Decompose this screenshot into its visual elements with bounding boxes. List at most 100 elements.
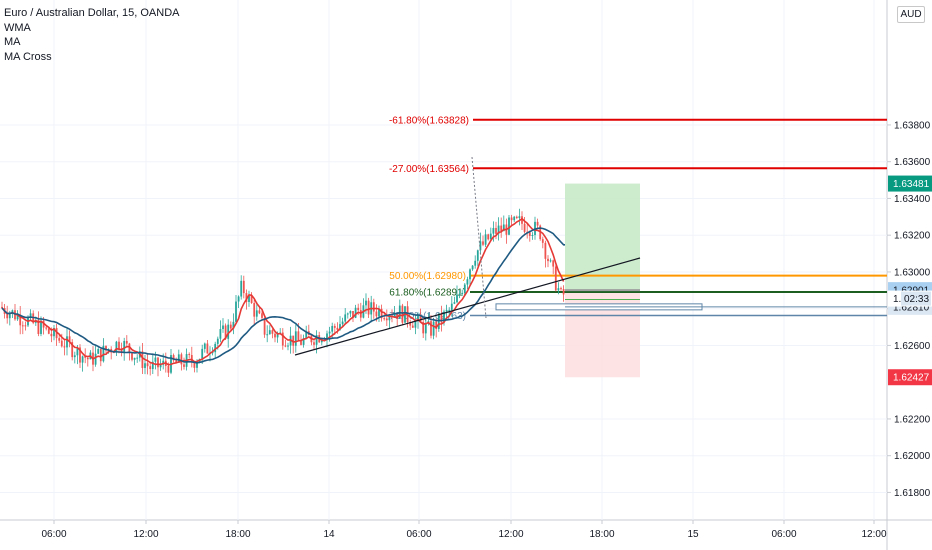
candle-body xyxy=(502,224,505,232)
candle-body xyxy=(297,331,300,340)
candle-body xyxy=(508,217,510,235)
candle-body xyxy=(224,325,227,339)
candle-body xyxy=(193,362,196,368)
candle-body xyxy=(445,309,448,312)
candle-body xyxy=(341,321,344,325)
candle-body xyxy=(302,338,305,345)
candle-body xyxy=(346,313,349,315)
candle-body xyxy=(136,357,139,359)
candle-body xyxy=(367,300,370,315)
candle-body xyxy=(344,314,347,322)
candle-body xyxy=(271,330,274,334)
time-axis[interactable]: 06:00 12:00 18:00 14 06:00 12:00 18:00 15 06:00 1… xyxy=(41,520,887,540)
candle-body xyxy=(6,313,9,319)
price-tick-label: 1.63000 xyxy=(894,267,931,278)
candle-body xyxy=(81,356,84,363)
indicator-ma[interactable]: MA xyxy=(4,36,21,48)
candle-body xyxy=(500,225,503,232)
candle-body xyxy=(458,293,461,295)
candle-body xyxy=(380,308,383,319)
candle-body xyxy=(84,356,87,358)
candle-body xyxy=(419,315,422,322)
candle-body xyxy=(144,363,146,368)
candle-body xyxy=(492,227,495,234)
candle-body xyxy=(206,343,209,354)
candle-body xyxy=(541,239,544,243)
candle-body xyxy=(60,340,63,347)
candle-body xyxy=(240,280,243,297)
candle-body xyxy=(531,235,534,237)
profit-zone xyxy=(565,183,640,291)
candle-body xyxy=(68,336,71,343)
candle-body xyxy=(8,313,11,319)
candle-body xyxy=(484,234,487,245)
candle-body xyxy=(276,333,279,338)
candle-body xyxy=(266,334,269,336)
candle-body xyxy=(544,242,547,259)
candle-body xyxy=(188,354,191,356)
candle-body xyxy=(523,223,526,232)
candle-body xyxy=(79,347,81,363)
candle-body xyxy=(53,327,55,337)
indicator-wma[interactable]: WMA xyxy=(4,21,31,34)
candle-body xyxy=(424,323,427,334)
candle-body xyxy=(214,343,217,353)
candle-body xyxy=(253,303,256,317)
candle-body xyxy=(448,309,451,311)
indicator-ma-cross[interactable]: MA Cross xyxy=(4,50,52,63)
candle-body xyxy=(255,310,258,317)
trend-line xyxy=(294,257,641,356)
countdown-time: 02:33 xyxy=(904,294,929,305)
candle-body xyxy=(16,314,19,320)
candle-body xyxy=(495,227,497,234)
candle-body xyxy=(331,325,334,332)
candle-body xyxy=(167,365,170,373)
candle-body xyxy=(131,352,133,360)
candle-body xyxy=(268,330,271,335)
candle-body xyxy=(284,345,287,347)
candle-body xyxy=(562,289,565,295)
candle-body xyxy=(300,339,302,345)
price-axis[interactable]: 1.63800 1.63600 1.63400 1.63200 1.63000 1.628… xyxy=(887,120,931,499)
candle-body xyxy=(58,338,61,341)
candle-body xyxy=(177,354,180,363)
candle-body xyxy=(40,320,42,334)
candle-body xyxy=(201,348,204,359)
price-tick-label: 1.63600 xyxy=(894,157,931,168)
trend-drawings[interactable] xyxy=(294,156,887,356)
candle-body xyxy=(476,250,479,261)
candle-body xyxy=(552,260,555,267)
candle-body xyxy=(401,305,404,323)
candle-body xyxy=(128,343,131,353)
candle-body xyxy=(250,295,253,304)
candle-body xyxy=(242,280,245,294)
candle-body xyxy=(154,357,157,362)
time-tick-label: 06:00 xyxy=(41,529,66,540)
candle-body xyxy=(123,340,126,353)
candle-body xyxy=(328,331,331,334)
candle-body xyxy=(180,354,183,365)
candle-body xyxy=(450,303,453,310)
candle-body xyxy=(211,352,214,354)
candle-body xyxy=(482,241,484,245)
candle-body xyxy=(294,331,297,346)
position-zones xyxy=(565,183,640,378)
symbol-title[interactable]: Euro / Australian Dollar, 15, OANDA xyxy=(4,7,180,19)
candle-body xyxy=(71,342,74,358)
currency-button[interactable]: AUD xyxy=(897,6,925,23)
candle-body xyxy=(222,325,224,330)
candle-body xyxy=(474,260,477,266)
candle-body xyxy=(94,353,97,365)
price-tick-label: 1.63400 xyxy=(894,194,931,205)
candle-body xyxy=(471,265,474,270)
candle-body xyxy=(86,357,89,360)
candle-body xyxy=(24,325,27,327)
fib-levels[interactable]: -61.80%(1.63828) -27.00%(1.63564) 50.00%(1… xyxy=(389,115,887,322)
time-tick-label: 06:00 xyxy=(771,529,796,540)
fib-label: 78.60%(1.62763) xyxy=(389,311,466,322)
candle-body xyxy=(263,317,266,335)
candle-body xyxy=(435,321,438,329)
time-tick-label: 06:00 xyxy=(406,529,431,540)
